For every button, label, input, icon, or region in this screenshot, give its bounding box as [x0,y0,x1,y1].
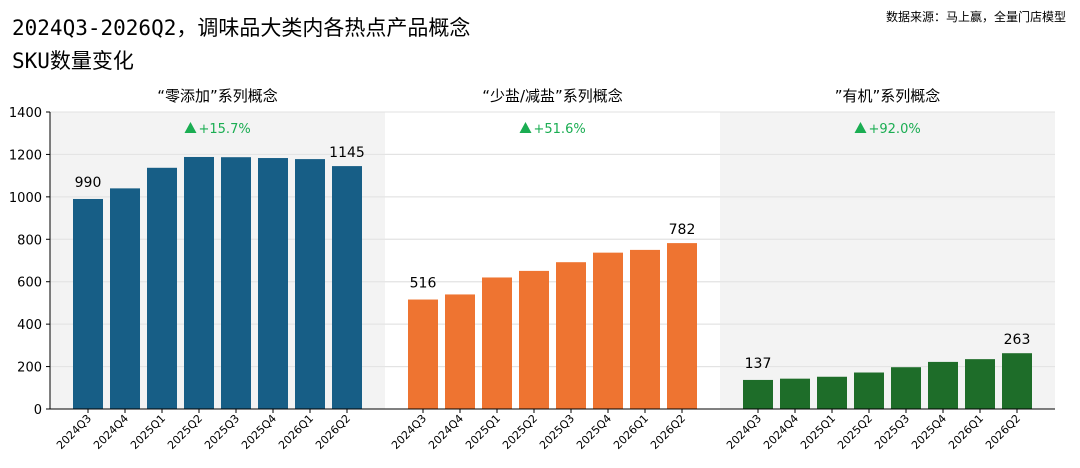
x-tick-label: 2026Q1 [946,412,986,452]
bar [482,277,512,409]
bar [73,198,103,409]
y-tick-label: 200 [17,361,42,376]
bar [445,294,475,409]
y-tick-label: 1200 [9,148,42,163]
x-tick-label: 2025Q4 [909,412,949,452]
bar [743,379,773,409]
bar [332,166,362,409]
x-tick-label: 2026Q2 [313,412,353,452]
x-tick-label: 2026Q2 [648,412,688,452]
panel-title: “零添加”系列概念 [157,87,278,105]
data-label: 990 [75,175,102,191]
change-label: +51.6% [534,122,586,137]
y-tick-label: 600 [17,276,42,291]
x-tick-label: 2025Q4 [574,412,614,452]
x-tick-label: 2026Q2 [983,412,1023,452]
x-tick-label: 2025Q2 [500,412,540,452]
panel-title: “少盐/减盐”系列概念 [482,87,623,105]
bar [408,299,438,409]
x-tick-label: 2025Q1 [463,412,503,452]
bar [854,372,884,409]
panel-title: ”有机”系列概念 [835,87,941,105]
y-tick-label: 400 [17,318,42,333]
y-tick-label: 1000 [9,191,42,206]
bar [295,159,325,409]
bar [221,157,251,409]
x-tick-label: 2025Q3 [537,412,577,452]
x-tick-label: 2025Q3 [202,412,242,452]
up-arrow-icon [854,122,867,133]
x-tick-label: 2024Q4 [426,412,466,452]
bar [1002,353,1032,409]
up-arrow-icon [519,122,532,133]
x-tick-label: 2026Q1 [276,412,316,452]
x-tick-label: 2024Q3 [389,412,429,452]
bar [519,270,549,409]
bar [630,249,660,409]
bar [780,378,810,409]
bar [817,376,847,409]
x-tick-label: 2024Q3 [724,412,764,452]
change-label: +92.0% [869,122,921,137]
x-tick-label: 2026Q1 [611,412,651,452]
bar [258,158,288,409]
bar [965,359,995,409]
bar [667,243,697,409]
x-tick-label: 2025Q1 [798,412,838,452]
chart-title-line1: 2024Q3-2026Q2，调味品大类内各热点产品概念 [12,16,471,40]
x-tick-label: 2025Q3 [872,412,912,452]
data-label: 516 [410,276,437,292]
data-label: 1145 [329,145,365,161]
x-tick-label: 2025Q4 [239,412,279,452]
bar [556,262,586,409]
x-tick-label: 2025Q2 [835,412,875,452]
bar [891,367,921,409]
bar [147,167,177,409]
x-tick-label: 2025Q2 [165,412,205,452]
y-tick-label: 800 [17,233,42,248]
change-label: +15.7% [199,122,251,137]
up-arrow-icon [184,122,197,133]
data-label: 137 [745,356,772,372]
data-label: 782 [669,222,696,238]
bar [110,188,140,409]
bar [184,156,214,409]
bar [928,361,958,409]
x-tick-label: 2024Q3 [54,412,94,452]
x-tick-label: 2024Q4 [91,412,131,452]
x-tick-label: 2025Q1 [128,412,168,452]
bar [593,252,623,409]
panel-background [50,112,385,409]
chart-title-line2: SKU数量变化 [12,49,134,73]
data-label: 263 [1004,332,1031,348]
y-tick-label: 0 [34,403,42,418]
panel-background [720,112,1055,409]
y-tick-label: 1400 [9,106,42,121]
x-tick-label: 2024Q4 [761,412,801,452]
data-source: 数据来源：马上赢，全量门店模型 [885,10,1066,24]
